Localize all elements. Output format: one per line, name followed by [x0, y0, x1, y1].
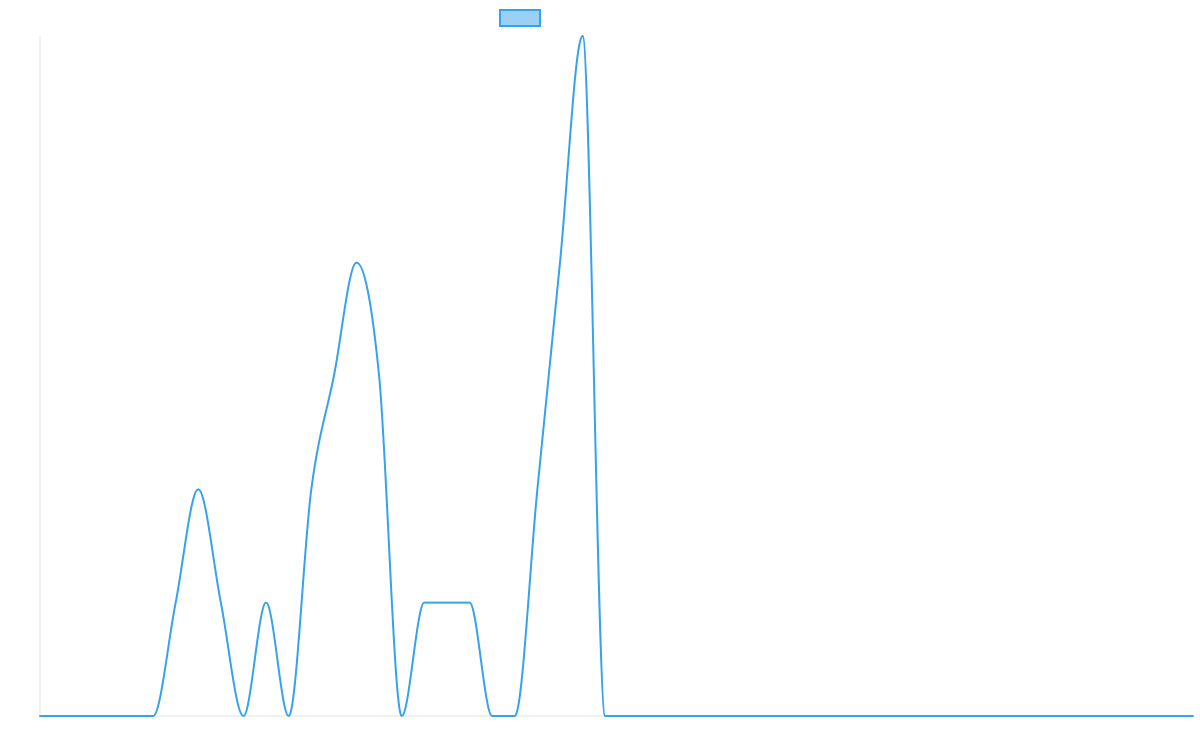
- series-layer: [39, 35, 1194, 717]
- legend[interactable]: [499, 9, 541, 27]
- series-line-0: [39, 35, 1194, 717]
- legend-swatch[interactable]: [499, 9, 541, 27]
